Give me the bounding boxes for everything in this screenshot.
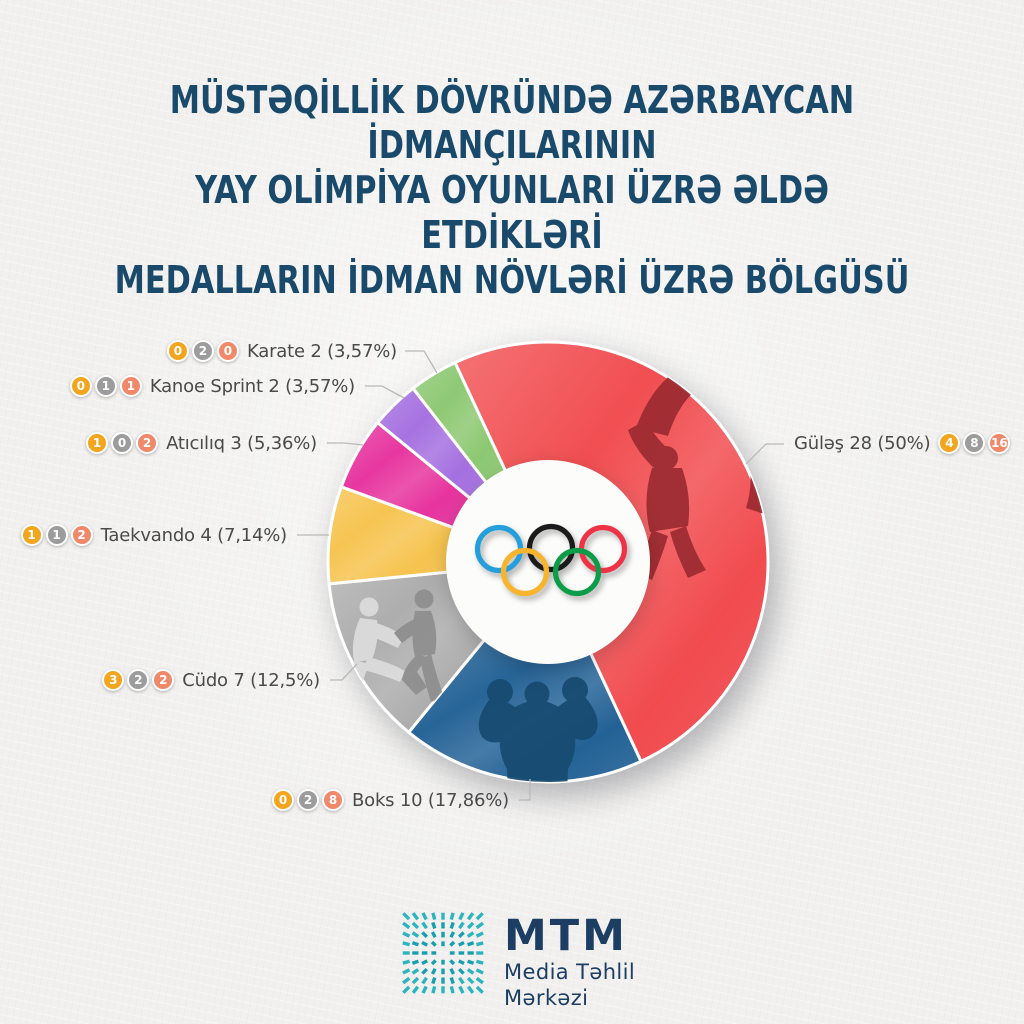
- donut-center-disc: [446, 460, 650, 664]
- gold-medal-count: 0: [166, 340, 189, 362]
- leader-line-Kanoe Sprint: [365, 385, 405, 399]
- logo-subtitle-line2: Mərkəzi: [504, 986, 589, 1010]
- logo-subtitle-line1: Media Təhlil: [504, 960, 636, 984]
- leader-line-Boks: [519, 779, 531, 801]
- legend-Boks: 0 2 8 Boks 10 (17,86%): [272, 786, 517, 814]
- legend-Güləş: Güləş 28 (50%) 4 8 16: [786, 429, 1011, 457]
- legend-label: Güləş 28 (50%): [794, 432, 931, 454]
- gold-medal-count: 0: [272, 789, 294, 811]
- silver-medal-count: 2: [191, 340, 214, 362]
- title-line-3: MEDALLARIN İDMAN NÖVLƏRİ ÜZRƏ BÖLGÜSÜ: [114, 258, 910, 302]
- leader-line-Atıcılıq: [327, 442, 364, 446]
- bronze-medal-count: 2: [70, 524, 93, 546]
- silver-medal-count: 2: [297, 789, 319, 811]
- gold-medal-count: 1: [20, 524, 43, 546]
- leader-line-Cüdo: [330, 663, 358, 681]
- mtm-logo-mark: [402, 912, 484, 994]
- page-title: MÜSTƏQİLLİK DÖVRÜNDƏ AZƏRBAYCAN İDMANÇIL…: [0, 78, 1024, 303]
- segment-gloss: [377, 388, 487, 499]
- bronze-medal-count: 8: [322, 789, 344, 811]
- legend-Kanoe Sprint: 0 1 1 Kanoe Sprint 2 (3,57%): [69, 372, 363, 400]
- silver-medal-count: 8: [963, 432, 986, 454]
- legend-Cüdo: 3 2 2 Cüdo 7 (12,5%): [102, 666, 328, 694]
- segment-gloss: [328, 486, 454, 584]
- logo-text-block: MTM Media Təhlil Mərkəzi: [504, 911, 635, 1011]
- legend-Atıcılıq: 1 0 2 Atıcılıq 3 (5,36%): [86, 429, 325, 457]
- bronze-medal-count: 2: [136, 432, 159, 454]
- footer-logo: MTM Media Təhlil Mərkəzi: [401, 911, 635, 1011]
- gold-medal-count: 0: [69, 375, 92, 397]
- bronze-medal-count: 0: [216, 340, 239, 362]
- segment-gloss: [413, 362, 506, 483]
- segment-gloss: [455, 341, 769, 762]
- title-line-2: YAY OLİMPİYA OYUNLARI ÜZRƏ ƏLDƏ ETDİKLƏR…: [195, 168, 829, 257]
- legend-Karate: 0 2 0 Karate 2 (3,57%): [166, 337, 405, 365]
- legend-label: Cüdo 7 (12,5%): [182, 669, 320, 691]
- olympic-rings-icon: [474, 523, 628, 597]
- logo-title: MTM: [504, 911, 628, 961]
- silver-medal-count: 0: [111, 432, 134, 454]
- legend-label: Kanoe Sprint 2 (3,57%): [149, 375, 355, 397]
- leader-line-Güləş: [745, 443, 784, 465]
- leader-lines: [297, 350, 784, 801]
- bronze-medal-count: 1: [119, 375, 142, 397]
- leader-line-Karate: [405, 350, 438, 374]
- silver-medal-count: 1: [94, 375, 117, 397]
- legend-label: Taekvando 4 (7,14%): [100, 524, 288, 546]
- boxing-silhouette: [478, 677, 598, 783]
- silver-medal-count: 1: [45, 524, 68, 546]
- gold-medal-count: 3: [102, 669, 125, 691]
- title-line-1: MÜSTƏQİLLİK DÖVRÜNDƏ AZƏRBAYCAN İDMANÇIL…: [169, 78, 855, 167]
- legend-label: Atıcılıq 3 (5,36%): [166, 432, 317, 454]
- gold-medal-count: 4: [938, 432, 961, 454]
- legend-Taekvando: 1 1 2 Taekvando 4 (7,14%): [20, 521, 295, 549]
- gold-medal-count: 1: [86, 432, 109, 454]
- legend-label: Boks 10 (17,86%): [352, 789, 509, 811]
- bronze-medal-count: 16: [988, 432, 1011, 454]
- silver-medal-count: 2: [127, 669, 150, 691]
- segment-gloss: [341, 422, 471, 528]
- legend-label: Karate 2 (3,57%): [246, 340, 397, 362]
- medal-badges: 4 8 16: [938, 432, 1011, 454]
- bronze-medal-count: 2: [152, 669, 175, 691]
